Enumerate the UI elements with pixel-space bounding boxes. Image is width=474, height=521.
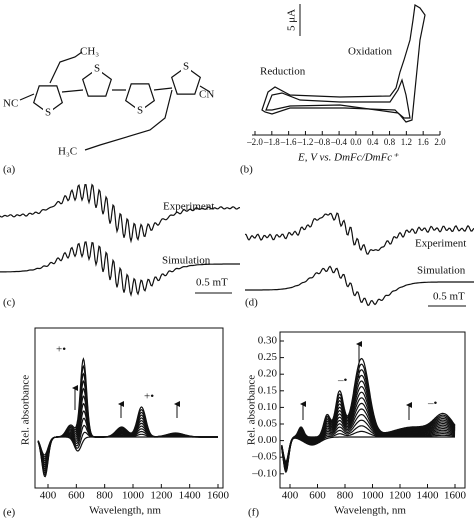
x-tick-label: –0.8 [313,137,330,147]
annotation: Experiment [163,201,214,213]
x-tick-label: 0.0 [350,137,362,147]
epr-simulation [245,265,474,307]
x-tick-label: 600 [309,490,326,502]
x-tick-label: 1000 [122,490,145,502]
annotation: Oxidation [348,46,392,58]
atom-bg [135,105,145,117]
cv-curve [261,4,426,123]
x-tick-label: 600 [68,490,85,502]
y-axis-label: Rel. absorbance [20,375,32,445]
x-axis-label: E, V vs. DmFc/DmFc⁺ [297,152,399,164]
scale-label: 0.5 mT [196,277,228,289]
panel-label: (f) [248,507,259,519]
y-tick-label: 0.00 [258,434,278,446]
ring [124,83,156,112]
x-axis-label: Wavelength, nm [334,505,406,517]
ch3-label: CH₃ [80,46,99,58]
spectrum [37,379,218,462]
spectrum [281,357,456,463]
x-tick-label: 400 [282,490,299,502]
annotation: +• [56,344,66,356]
y-tick-label: 0.30 [258,335,278,347]
x-tick-label: 1400 [179,490,202,502]
x-tick-label: –0.4 [330,137,347,147]
x-tick-label: 0.8 [384,137,396,147]
cn-label: CN [199,89,214,101]
atom-bg [43,107,53,119]
x-tick-label: 1400 [417,490,440,502]
x-tick-label: 0.4 [367,137,379,147]
annotation: –• [427,398,438,410]
annotation: Simulation [162,255,211,267]
spectrum [37,431,218,476]
x-tick-label: 1200 [150,490,173,502]
ring [81,68,113,97]
panel-label: (b) [240,164,253,176]
spectrum [37,387,218,464]
ring [32,85,64,114]
y-tick-label: 0.10 [258,401,278,413]
x-tick-label: 1600 [207,490,230,502]
epr-experiment [244,212,474,255]
atom-label: S [183,61,189,73]
y-axis-label: Rel. absorbance [246,375,258,445]
x-tick-label: 400 [40,490,57,502]
bond [19,51,211,151]
epr-experiment [0,183,241,244]
arrows [72,341,412,420]
x-tick-label: 800 [96,490,113,502]
y-tick-label: 0.15 [258,384,278,396]
y-tick-label: 0.20 [258,368,278,380]
spectrum [37,436,218,478]
y-tick-label: –0.05 [251,451,277,463]
spectrum [37,357,218,456]
panel-label: (d) [245,297,258,309]
scale-label: 0.5 mT [433,291,465,303]
ring [170,66,202,95]
atom-bg [92,63,102,75]
spectrum [37,410,218,470]
annotation: Reduction [260,66,306,78]
cv-curve [265,78,411,119]
spectrum [37,417,218,472]
x-tick-label: 1200 [389,490,412,502]
atom-bg [181,61,191,73]
epr-simulation [0,241,240,298]
x-tick-label: 800 [337,490,354,502]
panel-label: (a) [3,164,16,176]
y-tick-label: 0.05 [258,418,278,430]
x-tick-label: –1.8 [263,137,280,147]
plot-frame [34,327,224,489]
annotation: +• [144,391,154,403]
x-axis-label: Wavelength, nm [89,505,161,517]
nc-label: NC [3,98,18,110]
x-tick-label: 1.2 [401,137,412,147]
atom-label: S [45,107,51,119]
h3c-label: H₃C [58,146,77,158]
spectrum [37,372,218,460]
x-tick-label: 1.6 [418,137,430,147]
x-tick-label: –2.0 [246,137,263,147]
scale-label: 5 μA [286,9,298,31]
annotation: Experiment [415,238,466,250]
annotation: –• [337,375,348,387]
panel-label: (e) [3,507,16,519]
y-tick-label: 0.25 [258,351,278,363]
spectrum [37,402,218,468]
atom-label: S [137,105,143,117]
x-tick-label: 1600 [444,490,467,502]
annotation: Simulation [417,265,466,277]
y-tick-label: –0.10 [251,467,277,479]
atom-label: S [94,63,100,75]
spectrum [37,364,218,458]
panel-label: (c) [3,297,16,309]
spectrum [37,395,218,466]
x-tick-label: 2.0 [434,137,446,147]
x-tick-label: –1.6 [280,137,297,147]
x-tick-label: 1000 [362,490,385,502]
x-tick-label: –1.2 [297,137,314,147]
